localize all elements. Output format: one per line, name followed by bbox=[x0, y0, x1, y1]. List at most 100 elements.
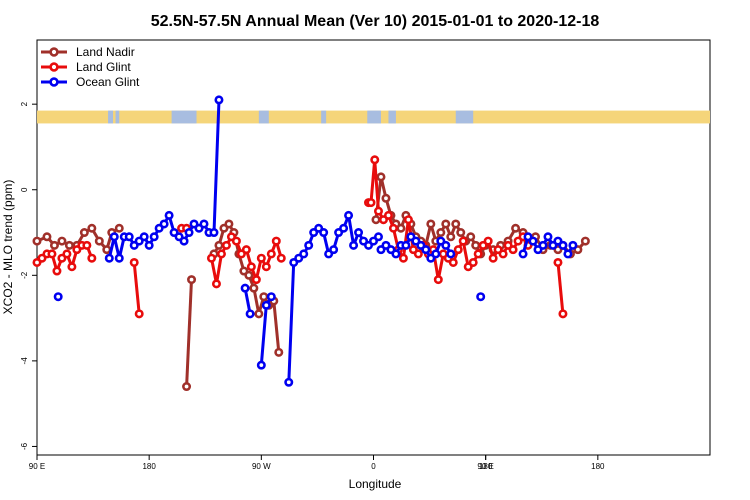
data-point bbox=[79, 228, 89, 238]
data-point bbox=[187, 275, 197, 285]
data-point bbox=[473, 249, 483, 259]
ocean-band-segment bbox=[171, 110, 197, 124]
data-point bbox=[468, 257, 478, 267]
data-point bbox=[511, 223, 521, 233]
data-point bbox=[441, 240, 451, 250]
data-point bbox=[446, 232, 456, 242]
data-point bbox=[304, 240, 314, 250]
data-point bbox=[329, 245, 339, 255]
data-point bbox=[144, 240, 154, 250]
data-point bbox=[543, 232, 553, 242]
data-point bbox=[124, 232, 134, 242]
data-point bbox=[383, 210, 393, 220]
legend-marker bbox=[49, 62, 59, 72]
data-point bbox=[256, 253, 266, 263]
data-point bbox=[391, 249, 401, 259]
data-point bbox=[274, 347, 284, 357]
series-ocean-glint bbox=[53, 95, 578, 387]
data-point bbox=[370, 155, 380, 165]
y-tick-label: -6 bbox=[20, 442, 29, 450]
data-point bbox=[114, 223, 124, 233]
data-point bbox=[32, 236, 42, 246]
x-tick-label: 180 bbox=[479, 462, 493, 471]
x-tick-label: 180 bbox=[591, 462, 605, 471]
data-point bbox=[319, 228, 329, 238]
data-point bbox=[221, 240, 231, 250]
data-point bbox=[104, 253, 114, 263]
data-point bbox=[488, 253, 498, 263]
data-point bbox=[240, 283, 250, 293]
data-point bbox=[376, 172, 386, 182]
data-point bbox=[53, 292, 63, 302]
data-point bbox=[251, 275, 261, 285]
x-tick-label: 90 E bbox=[29, 462, 45, 471]
data-point bbox=[538, 240, 548, 250]
data-point bbox=[42, 232, 52, 242]
legend-marker bbox=[49, 47, 59, 57]
data-point bbox=[114, 253, 124, 263]
data-point bbox=[371, 215, 381, 225]
y-tick-label: 2 bbox=[20, 101, 29, 106]
data-point bbox=[149, 232, 159, 242]
data-point bbox=[64, 240, 74, 250]
data-point bbox=[451, 219, 461, 229]
data-point bbox=[164, 210, 174, 220]
data-point bbox=[396, 223, 406, 233]
series-land-nadir bbox=[32, 172, 590, 392]
data-point bbox=[446, 249, 456, 259]
x-tick-label: 90 E bbox=[477, 462, 493, 471]
data-point bbox=[436, 228, 446, 238]
data-point bbox=[403, 215, 413, 225]
data-point bbox=[271, 236, 281, 246]
x-axis-label: Longitude bbox=[349, 477, 402, 491]
data-point bbox=[82, 240, 92, 250]
data-point bbox=[47, 249, 57, 259]
data-point bbox=[231, 236, 241, 246]
series-line bbox=[556, 262, 565, 314]
data-point bbox=[159, 219, 169, 229]
data-point bbox=[52, 266, 62, 276]
data-point bbox=[276, 253, 286, 263]
data-point bbox=[211, 279, 221, 289]
data-point bbox=[344, 210, 354, 220]
ocean-band-segment bbox=[367, 110, 381, 124]
data-point bbox=[476, 292, 486, 302]
data-point bbox=[216, 249, 226, 259]
legend-label: Land Nadir bbox=[76, 45, 135, 59]
data-point bbox=[558, 309, 568, 319]
data-point bbox=[349, 240, 359, 250]
legend-label: Land Glint bbox=[76, 60, 131, 74]
data-point bbox=[67, 262, 77, 272]
data-point bbox=[249, 283, 259, 293]
data-point bbox=[518, 249, 528, 259]
data-point bbox=[62, 249, 72, 259]
data-point bbox=[508, 245, 518, 255]
data-point bbox=[256, 360, 266, 370]
data-point bbox=[179, 236, 189, 246]
data-point bbox=[528, 236, 538, 246]
y-tick-label: -2 bbox=[20, 271, 29, 279]
data-point bbox=[466, 232, 476, 242]
data-point bbox=[182, 382, 192, 392]
data-point bbox=[381, 193, 391, 203]
data-point bbox=[199, 219, 209, 229]
data-point bbox=[266, 249, 276, 259]
data-point bbox=[245, 309, 255, 319]
data-point bbox=[401, 240, 411, 250]
data-point bbox=[206, 253, 216, 263]
data-point bbox=[431, 249, 441, 259]
data-point bbox=[184, 228, 194, 238]
y-tick-label: -4 bbox=[20, 357, 29, 365]
data-point bbox=[209, 228, 219, 238]
data-point bbox=[421, 245, 431, 255]
data-point bbox=[134, 309, 144, 319]
ocean-band-segment bbox=[321, 110, 327, 124]
data-point bbox=[94, 236, 104, 246]
data-point bbox=[458, 236, 468, 246]
data-point bbox=[261, 300, 271, 310]
data-point bbox=[139, 232, 149, 242]
data-point bbox=[224, 219, 234, 229]
data-point bbox=[284, 377, 294, 387]
data-point bbox=[568, 240, 578, 250]
